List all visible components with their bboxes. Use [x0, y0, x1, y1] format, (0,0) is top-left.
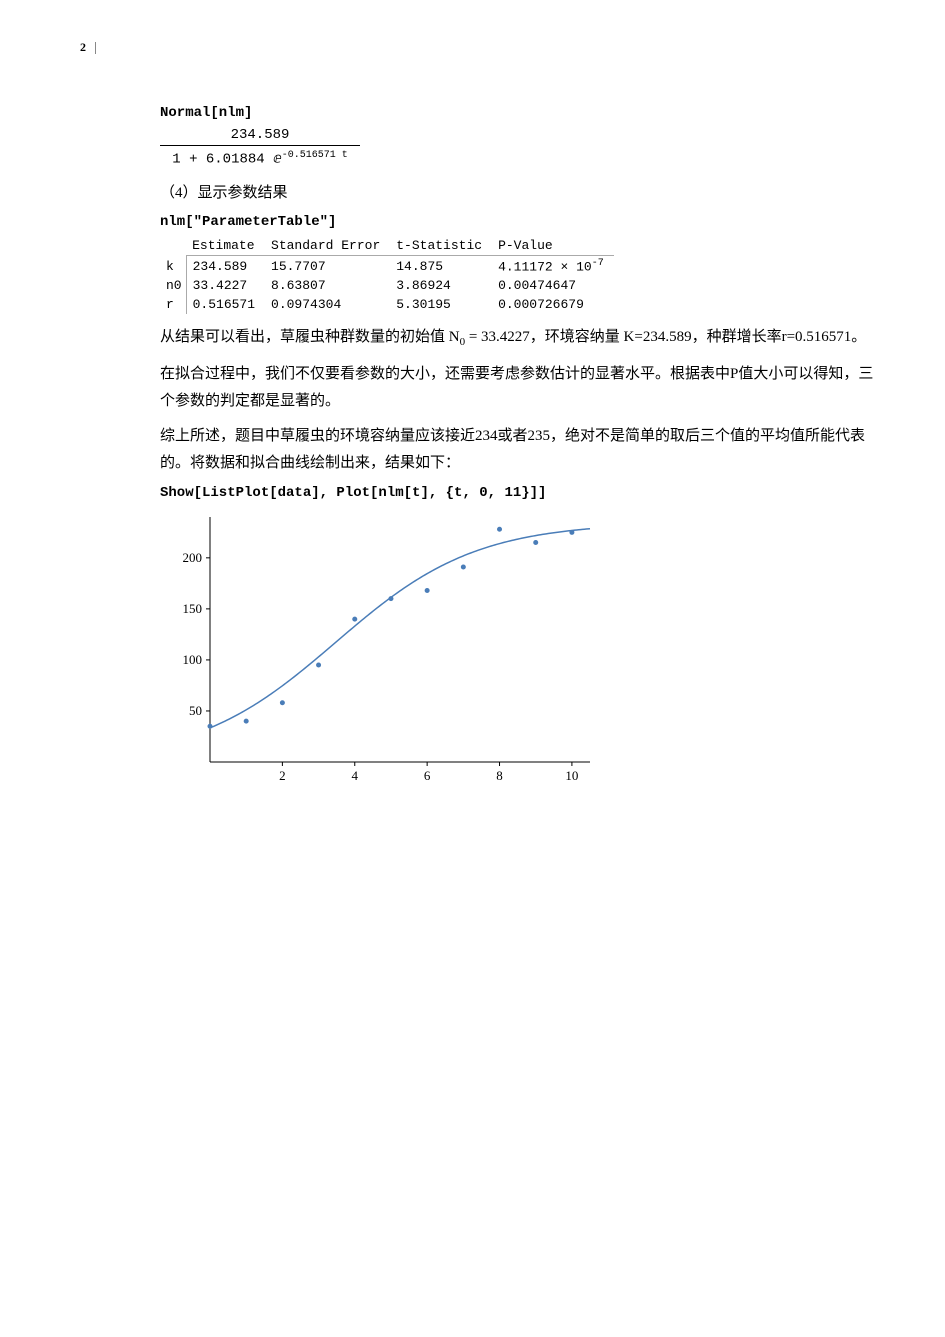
- row-label-k: k: [160, 256, 186, 277]
- cell-n0-pval: 0.00474647: [492, 276, 614, 295]
- table-row: r 0.516571 0.0974304 5.30195 0.000726679: [160, 295, 614, 314]
- text1a: 从结果可以看出，草履虫种群数量的初始值 N: [160, 329, 460, 345]
- table-row: k 234.589 15.7707 14.875 4.11172 × 10-7: [160, 256, 614, 277]
- result-text-3: 综上所述，题目中草履虫的环境容纳量应该接近234或者235，绝对不是简单的取后三…: [160, 423, 880, 477]
- logistic-chart: 2 4 6 8 10 50 100 150 200: [160, 507, 600, 792]
- header-tstat: t-Statistic: [390, 236, 492, 256]
- row-label-r: r: [160, 295, 186, 314]
- parameter-table: Estimate Standard Error t-Statistic P-Va…: [160, 236, 614, 314]
- header-stderr: Standard Error: [265, 236, 390, 256]
- normal-command: Normal[nlm]: [160, 105, 880, 121]
- chart-container: 2 4 6 8 10 50 100 150 200: [160, 507, 880, 797]
- formula-den-prefix: 1 + 6.01884 ⅇ: [172, 152, 281, 168]
- cell-r-stderr: 0.0974304: [265, 295, 390, 314]
- svg-text:4: 4: [352, 768, 359, 783]
- svg-text:50: 50: [189, 703, 202, 718]
- cell-r-pval: 0.000726679: [492, 295, 614, 314]
- cell-n0-tstat: 3.86924: [390, 276, 492, 295]
- header-pvalue: P-Value: [492, 236, 614, 256]
- svg-text:6: 6: [424, 768, 431, 783]
- section4-label: （4）显示参数结果: [160, 182, 880, 205]
- page-number-value: 2: [80, 40, 86, 54]
- cell-r-estimate: 0.516571: [186, 295, 265, 314]
- header-estimate: Estimate: [186, 236, 265, 256]
- formula-output: 234.589 1 + 6.01884 ⅇ-0.516571 t: [160, 127, 360, 168]
- parameter-table-command: nlm["ParameterTable"]: [160, 214, 880, 230]
- formula-denominator: 1 + 6.01884 ⅇ-0.516571 t: [160, 148, 360, 168]
- formula-den-exp: -0.516571 t: [282, 150, 348, 161]
- show-command: Show[ListPlot[data], Plot[nlm[t], {t, 0,…: [160, 485, 880, 501]
- cell-k-estimate: 234.589: [186, 256, 265, 277]
- header-blank: [160, 236, 186, 256]
- svg-text:8: 8: [496, 768, 503, 783]
- cell-n0-stderr: 8.63807: [265, 276, 390, 295]
- page-number-divider: [95, 42, 96, 54]
- cell-k-pval: 4.11172 × 10-7: [492, 256, 614, 277]
- svg-text:200: 200: [183, 550, 203, 565]
- cell-k-stderr: 15.7707: [265, 256, 390, 277]
- cell-r-tstat: 5.30195: [390, 295, 492, 314]
- pval-exp: -7: [592, 258, 604, 269]
- cell-n0-estimate: 33.4227: [186, 276, 265, 295]
- text1b: = 33.4227，环境容纳量 K=234.589，种群增长率r=0.51657…: [465, 329, 866, 345]
- page-number: 2: [80, 40, 96, 55]
- content-area: Normal[nlm] 234.589 1 + 6.01884 ⅇ-0.5165…: [160, 105, 880, 797]
- pval-base: 4.11172: [498, 259, 553, 274]
- formula-numerator: 234.589: [160, 127, 360, 146]
- svg-text:100: 100: [183, 652, 203, 667]
- table-row: n0 33.4227 8.63807 3.86924 0.00474647: [160, 276, 614, 295]
- result-text-1: 从结果可以看出，草履虫种群数量的初始值 N0 = 33.4227，环境容纳量 K…: [160, 324, 880, 353]
- svg-text:150: 150: [183, 601, 203, 616]
- cell-k-tstat: 14.875: [390, 256, 492, 277]
- result-text-2: 在拟合过程中，我们不仅要看参数的大小，还需要考虑参数估计的显著水平。根据表中P值…: [160, 361, 880, 415]
- row-label-n0: n0: [160, 276, 186, 295]
- svg-text:10: 10: [565, 768, 578, 783]
- svg-text:2: 2: [279, 768, 286, 783]
- table-header-row: Estimate Standard Error t-Statistic P-Va…: [160, 236, 614, 256]
